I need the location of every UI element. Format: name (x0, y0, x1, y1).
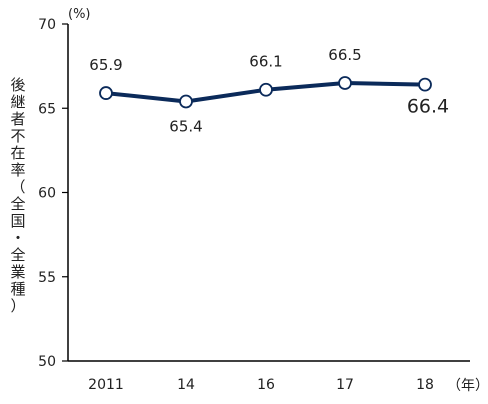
x-tick-label: 14 (177, 377, 195, 393)
x-axis-unit: （年） (447, 378, 488, 394)
data-label: 66.5 (328, 46, 361, 64)
y-ticks-group: 50 55 60 65 70 (38, 17, 68, 370)
x-tick-label: 18 (416, 377, 434, 393)
data-point (418, 77, 432, 92)
data-labels-group: 65.9 65.4 66.1 66.5 66.4 (89, 46, 449, 136)
x-tick-label: 2011 (88, 377, 124, 393)
data-label: 66.1 (249, 53, 282, 71)
y-tick-label: 50 (38, 354, 56, 370)
data-points-group (99, 76, 432, 109)
y-tick-label: 55 (38, 270, 56, 286)
y-axis-title: 後継者不在率（全国・全業種） (10, 76, 25, 315)
data-label: 65.4 (169, 118, 202, 136)
data-point (259, 82, 273, 97)
y-tick-label: 65 (38, 101, 56, 117)
x-tick-label: 16 (257, 377, 275, 393)
x-ticks-group: 2011 14 16 17 18 (88, 377, 434, 393)
data-point (179, 94, 193, 109)
data-label: 66.4 (407, 96, 449, 118)
y-axis-unit: (%) (68, 7, 91, 22)
data-label: 65.9 (89, 56, 122, 74)
y-tick-label: 70 (38, 17, 56, 33)
x-tick-label: 17 (336, 377, 354, 393)
y-tick-label: 60 (38, 186, 56, 202)
data-point (99, 86, 113, 100)
data-point (338, 76, 352, 90)
